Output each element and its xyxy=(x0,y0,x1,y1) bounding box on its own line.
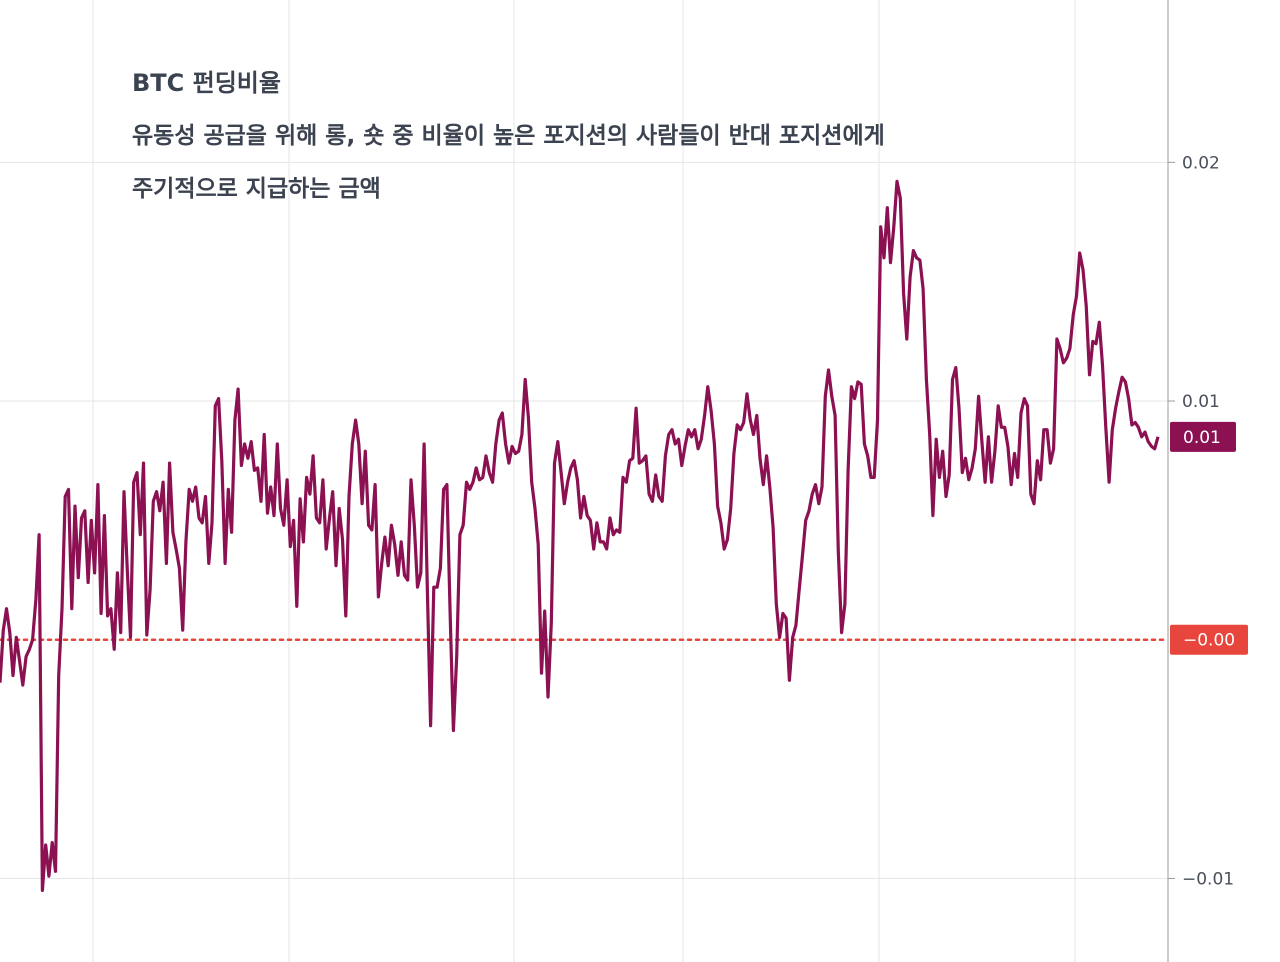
chart-title: BTC 펀딩비율 xyxy=(132,69,281,97)
chart-subtitle-line-1: 유동성 공급을 위해 롱, 숏 중 비율이 높은 포지션의 사람들이 반대 포지… xyxy=(132,123,885,149)
chart-subtitle-line-2: 주기적으로 지급하는 금액 xyxy=(132,176,381,202)
y-tick-label: −0.01 xyxy=(1182,869,1234,889)
y-tick-label: 0.02 xyxy=(1182,153,1220,173)
y-tick-label: 0.01 xyxy=(1182,392,1220,412)
y-axis-ticks: 0.02 0.01 −0.01 xyxy=(1168,153,1234,889)
chart-title-block: BTC 펀딩비율 유동성 공급을 위해 롱, 숏 중 비율이 높은 포지션의 사… xyxy=(132,69,885,202)
reference-value-badge: −0.00 xyxy=(1170,624,1248,655)
grid-lines xyxy=(0,0,1168,962)
current-value-label: 0.01 xyxy=(1183,428,1221,448)
current-value-badge: 0.01 xyxy=(1170,421,1236,452)
current-value-badge-bg xyxy=(1170,421,1236,452)
funding-rate-series-line xyxy=(0,179,1160,893)
reference-value-label: −0.00 xyxy=(1183,631,1235,651)
reference-value-badge-bg xyxy=(1170,624,1248,655)
